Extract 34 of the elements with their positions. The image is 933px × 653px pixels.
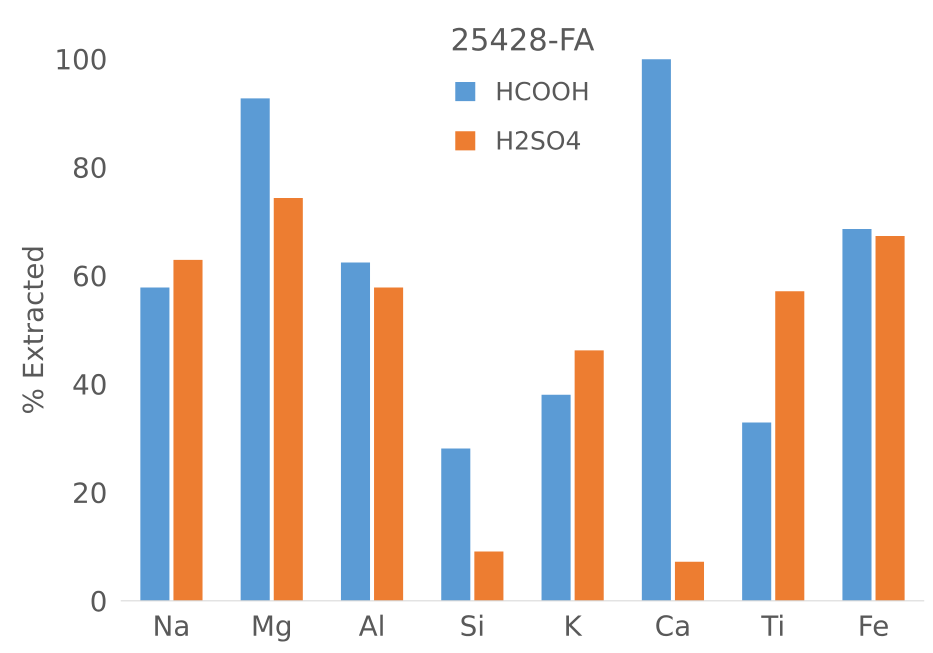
x-tick-label: K: [566, 616, 582, 636]
bar: [374, 287, 404, 601]
bar: [876, 236, 905, 601]
bar: [240, 98, 270, 601]
bar: [340, 262, 370, 601]
bar: [775, 291, 804, 601]
x-tick-label: Ti: [761, 614, 783, 636]
x-tick-label: Al: [358, 614, 383, 636]
bar: [674, 562, 704, 601]
x-tick-label: Fe: [860, 616, 888, 636]
x-tick-label: Na: [155, 616, 188, 636]
y-tick-label: 60: [74, 266, 106, 287]
bar: [842, 228, 872, 601]
bar: [173, 260, 203, 601]
bar: [642, 59, 671, 601]
y-axis-title: % Extracted: [22, 248, 44, 413]
x-tick-label: Ca: [656, 615, 689, 636]
y-tick-label: 100: [57, 48, 106, 70]
x-tick-label: Si: [461, 614, 482, 636]
y-tick-label: 40: [73, 374, 106, 395]
legend-label: H2SO4: [498, 130, 580, 150]
bar: [441, 448, 470, 601]
bar: [742, 422, 772, 601]
bar: [474, 551, 504, 601]
bar: [574, 350, 604, 601]
y-tick-label: 80: [74, 157, 106, 178]
y-tick-label: 0: [92, 590, 106, 612]
y-tick-label: 20: [74, 482, 106, 504]
x-tick-label: Mg: [254, 616, 290, 642]
bar: [140, 287, 170, 601]
bar: [274, 198, 303, 601]
chart-title: 25428-FA: [452, 28, 594, 51]
bar: [542, 394, 571, 601]
legend-label: HCOOH: [498, 82, 588, 101]
